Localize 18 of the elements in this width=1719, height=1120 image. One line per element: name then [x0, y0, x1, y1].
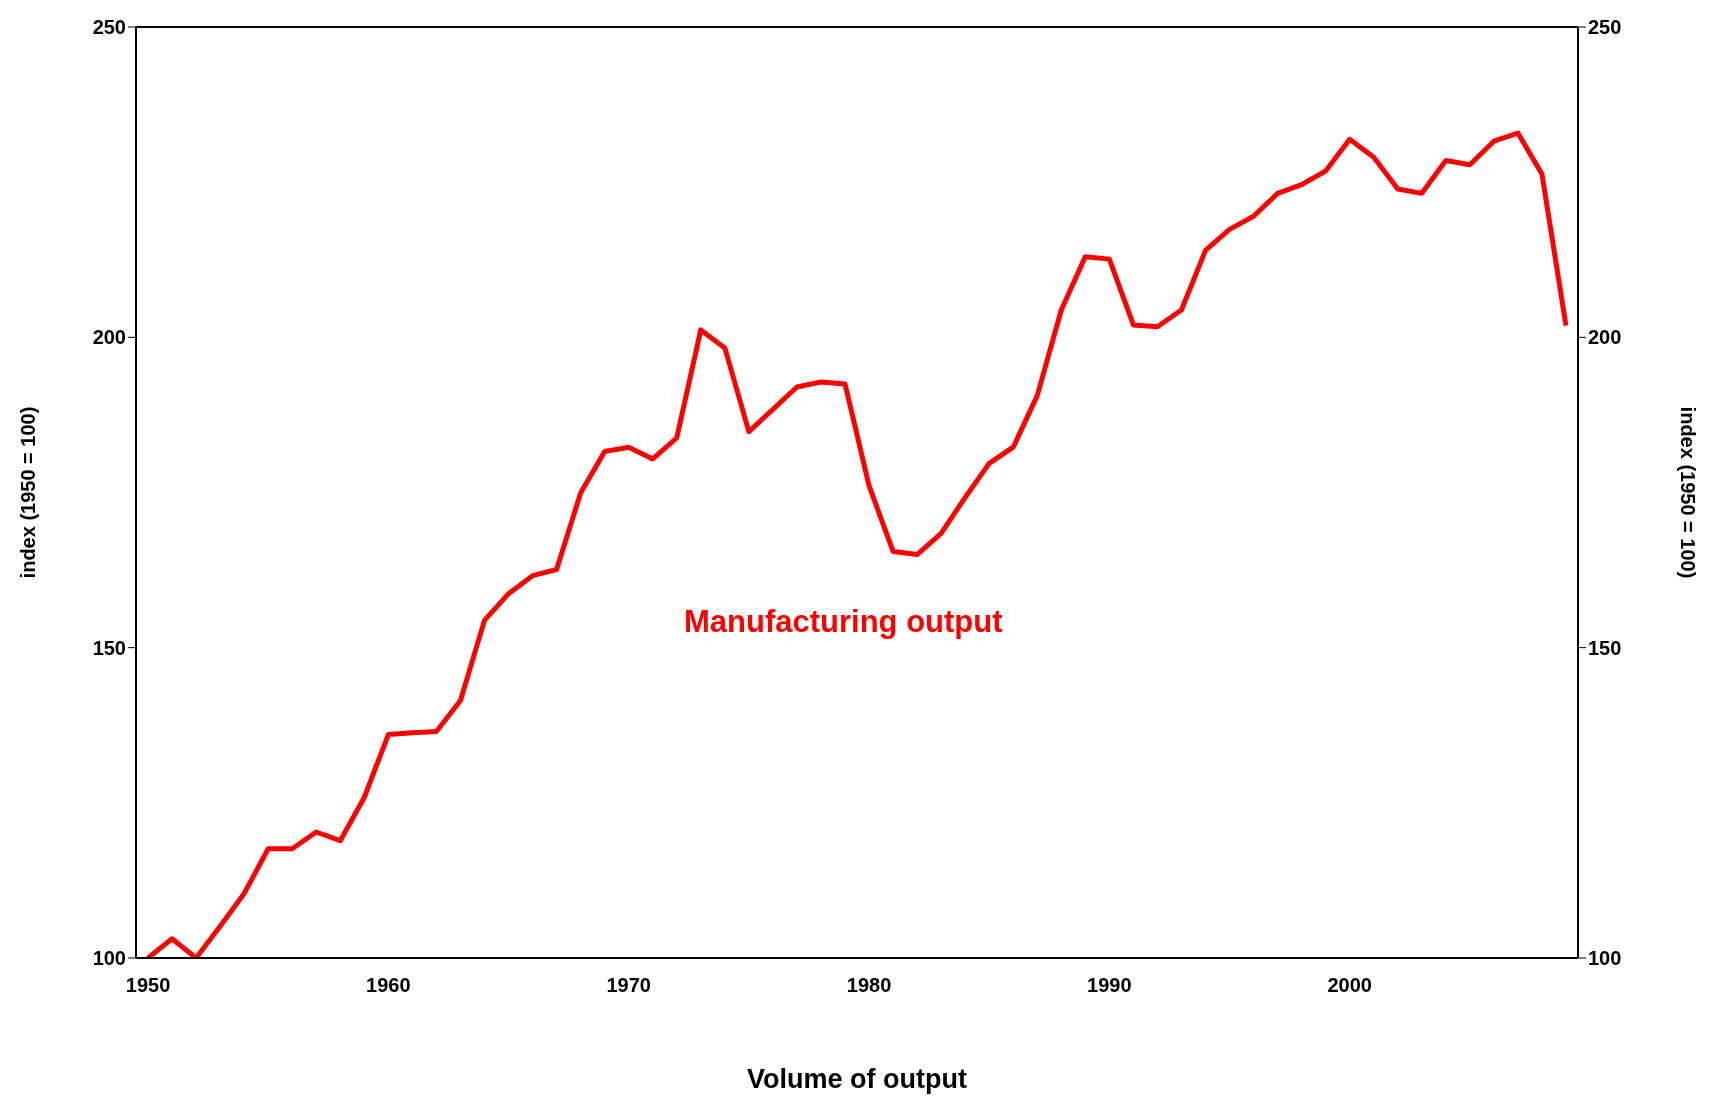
y-tick-label: 200	[92, 326, 126, 349]
x-tick-label: 1970	[606, 974, 651, 997]
x-tick-label: 2000	[1327, 974, 1372, 997]
y2-tick-label: 100	[1588, 947, 1622, 970]
x-axis-title: Volume of output	[747, 1064, 967, 1094]
x-tick-label: 1960	[366, 974, 411, 997]
y-axis-title: index (1950 = 100)	[17, 406, 40, 579]
y-tick-label: 250	[92, 16, 126, 39]
y2-tick-label: 250	[1588, 16, 1622, 39]
text: Manufacturing output	[684, 604, 1003, 640]
y2-axis-title: index (1950 = 100)	[1676, 406, 1699, 579]
y2-tick-label: 150	[1588, 636, 1622, 659]
y-tick-label: 100	[92, 947, 126, 970]
x-tick-label: 1980	[846, 974, 892, 997]
y2-tick-label: 200	[1588, 326, 1622, 349]
y-tick-label: 150	[92, 636, 126, 659]
x-tick-label: 1990	[1087, 974, 1132, 997]
x-tick-label: 1950	[125, 974, 171, 997]
